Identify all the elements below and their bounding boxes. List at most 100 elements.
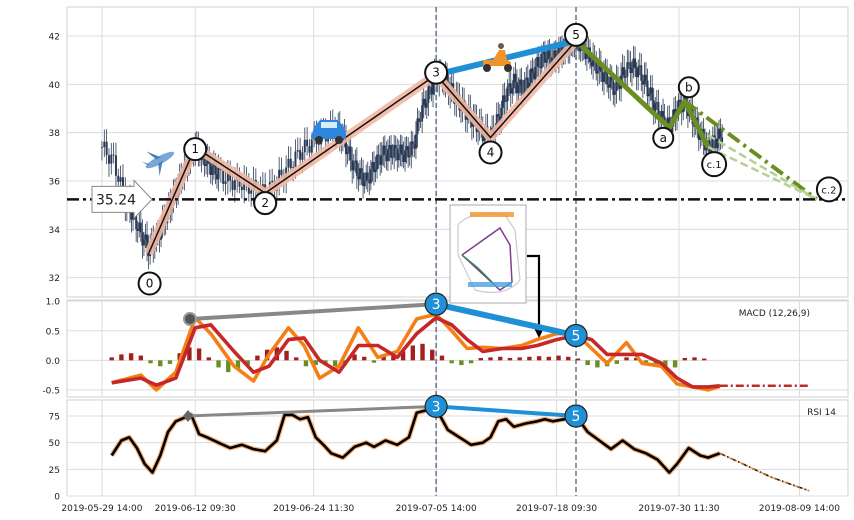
candle-body	[289, 158, 292, 169]
candle-body	[646, 80, 649, 97]
price-callout-arrow	[91, 179, 153, 220]
histogram-bar	[119, 354, 124, 361]
candle-body	[612, 80, 615, 95]
candle-body	[396, 148, 399, 161]
macd-divergence-line	[189, 302, 437, 321]
candle-body	[655, 102, 658, 104]
candle-body	[385, 154, 388, 162]
candle-body	[651, 87, 654, 101]
wave-label: 2	[261, 196, 269, 210]
candle-body	[366, 172, 369, 180]
candle-body	[142, 239, 145, 246]
candle-body	[713, 135, 716, 139]
candle-body	[369, 169, 372, 184]
candle-body	[130, 211, 133, 220]
candle-body	[644, 74, 647, 81]
candle-body	[139, 222, 142, 233]
candle-body	[666, 117, 669, 126]
histogram-bar	[614, 360, 620, 364]
candle-body	[679, 99, 682, 103]
candle-body	[427, 86, 430, 104]
candle-body	[278, 169, 281, 184]
macd-tick-label: -0.5	[42, 386, 60, 396]
wave-label-circle	[564, 22, 589, 47]
histogram-bar	[585, 360, 590, 366]
candle-body	[585, 50, 588, 59]
candle-body	[394, 144, 397, 149]
candle-body	[554, 50, 557, 61]
candle-body	[310, 139, 313, 153]
wave-label-circle	[677, 76, 700, 99]
price-tick-label: 32	[49, 274, 60, 284]
candle-body	[233, 180, 236, 190]
candle-body	[526, 77, 529, 89]
price-tick-label: 42	[49, 33, 60, 43]
candle-body	[654, 103, 657, 112]
candle-body	[503, 95, 506, 102]
candle-body	[596, 70, 599, 74]
candle-body	[294, 151, 297, 168]
wave-annotations: 35.24 0 1 2 3 4 5 a b c.1 c.2	[67, 22, 848, 338]
candle-body	[615, 77, 618, 92]
candle-body	[217, 167, 220, 180]
candle-body	[358, 168, 361, 180]
candle-body	[408, 155, 411, 158]
candle-body	[226, 171, 229, 182]
candle-body	[346, 152, 349, 155]
histogram-bar	[672, 360, 678, 368]
candle-body	[523, 79, 526, 95]
histogram-bar	[702, 358, 707, 361]
candle-body	[606, 69, 609, 85]
candle-body	[531, 68, 534, 73]
candle-body	[280, 169, 283, 175]
candle-body	[710, 149, 713, 152]
histogram-bar	[313, 360, 318, 366]
candle-body	[624, 76, 627, 78]
candle-body	[296, 150, 299, 152]
x-tick-label: 2019-07-05 14:00	[396, 504, 477, 514]
candle-body	[721, 137, 724, 143]
histogram-bar	[478, 357, 484, 361]
candle-body	[497, 114, 500, 117]
candle-body	[517, 85, 520, 94]
histogram-bar	[148, 360, 153, 364]
candle-body	[714, 138, 717, 149]
candle-body	[376, 154, 379, 170]
histogram-bar	[294, 357, 299, 361]
histogram-bar	[381, 356, 386, 361]
candle-body	[505, 101, 508, 102]
correction-line	[574, 38, 711, 149]
candle-body	[539, 66, 542, 69]
blue-wave-marker	[564, 323, 588, 348]
candle-body	[308, 146, 311, 153]
histogram-bar	[595, 360, 600, 368]
candle-body	[399, 144, 402, 154]
macd-tick-label: 0.0	[46, 357, 61, 367]
histogram-bar	[284, 350, 289, 361]
candle-body	[446, 74, 449, 82]
wave-label: 0	[146, 277, 154, 291]
candle-body	[536, 57, 539, 67]
candle-body	[112, 154, 115, 156]
histogram-bar	[692, 357, 697, 361]
candle-body	[393, 144, 396, 158]
divergence-point	[183, 410, 193, 422]
candle-body	[357, 175, 360, 180]
candle-body	[543, 51, 546, 63]
candle-body	[229, 171, 232, 181]
candle-body	[222, 170, 225, 184]
candle-body	[672, 109, 675, 117]
candle-body	[211, 166, 214, 175]
correction-projection-light	[707, 146, 818, 201]
candle-body	[637, 66, 640, 78]
candle-body	[662, 111, 665, 117]
histogram-bar	[468, 360, 474, 364]
candle-body	[525, 77, 528, 80]
markers: 3 5 3 5	[183, 292, 588, 428]
candle-body	[344, 137, 347, 155]
histogram-bar	[371, 360, 377, 363]
candle-body	[301, 152, 304, 160]
candle-body	[368, 179, 371, 184]
candle-body	[388, 145, 391, 150]
candle-body	[553, 50, 556, 59]
